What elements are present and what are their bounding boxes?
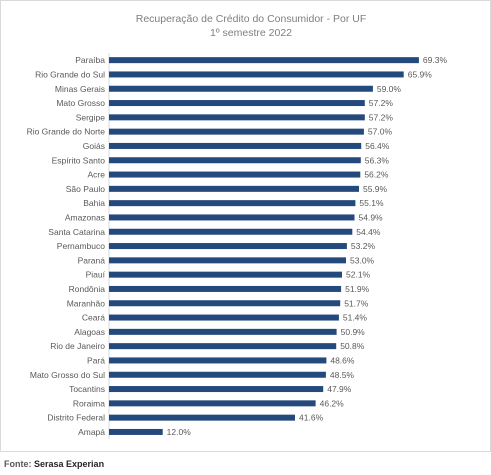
category-label: Amazonas xyxy=(65,212,105,222)
category-label: Piauí xyxy=(86,270,106,280)
data-label: 50.9% xyxy=(341,327,366,337)
bar xyxy=(109,271,342,278)
category-label: Alagoas xyxy=(74,327,105,337)
bar xyxy=(109,228,353,235)
data-label: 69.3% xyxy=(423,55,448,65)
category-label: Rio Grande do Sul xyxy=(35,69,105,79)
category-label: Distrito Federal xyxy=(47,413,105,423)
data-label: 52.1% xyxy=(346,270,371,280)
data-label: 41.6% xyxy=(299,413,324,423)
bar xyxy=(109,85,373,92)
source-name: Serasa Experian xyxy=(34,459,105,469)
category-label: Bahia xyxy=(83,198,105,208)
category-label: Ceará xyxy=(82,313,105,323)
data-label: 56.3% xyxy=(365,155,390,165)
data-label: 57.2% xyxy=(369,98,394,108)
bar xyxy=(109,185,359,192)
bar xyxy=(109,300,341,307)
bars-layer: Paraíba 69.3% Rio Grande do Sul 65.9% Minas … xyxy=(27,55,448,437)
bar xyxy=(109,314,339,321)
bar xyxy=(109,100,365,107)
data-label: 48.6% xyxy=(330,355,355,365)
bar xyxy=(109,171,361,178)
bar xyxy=(109,386,324,393)
data-label: 47.9% xyxy=(327,384,352,394)
data-label: 53.2% xyxy=(351,241,376,251)
bar xyxy=(109,157,361,164)
category-label: Paraíba xyxy=(75,55,105,65)
data-label: 53.0% xyxy=(350,255,375,265)
category-label: Goiás xyxy=(83,141,105,151)
chart-subtitle: 1º semestre 2022 xyxy=(210,27,292,39)
data-label: 57.2% xyxy=(369,112,394,122)
bar xyxy=(109,71,404,78)
category-label: Rio de Janeiro xyxy=(50,341,105,351)
data-label: 54.4% xyxy=(356,227,381,237)
bar xyxy=(109,400,316,407)
category-label: Rondônia xyxy=(69,284,106,294)
source-label: Fonte: xyxy=(4,459,32,469)
bar xyxy=(109,357,327,364)
data-label: 59.0% xyxy=(377,84,402,94)
bar xyxy=(109,371,326,378)
chart-title: Recuperação de Crédito do Consumidor - P… xyxy=(136,13,367,25)
data-label: 54.9% xyxy=(359,212,384,222)
category-label: Santa Catarina xyxy=(48,227,105,237)
bar xyxy=(109,214,355,221)
chart-frame: Recuperação de Crédito do Consumidor - P… xyxy=(0,0,491,452)
category-label: Paraná xyxy=(78,255,106,265)
category-label: Maranhão xyxy=(67,298,106,308)
data-label: 65.9% xyxy=(408,69,433,79)
category-label: Sergipe xyxy=(76,112,106,122)
bar xyxy=(109,328,337,335)
category-label: Minas Gerais xyxy=(55,84,105,94)
bar xyxy=(109,285,342,292)
bar xyxy=(109,142,362,149)
bar xyxy=(109,243,347,250)
data-label: 56.2% xyxy=(364,170,389,180)
data-label: 51.9% xyxy=(345,284,370,294)
data-label: 48.5% xyxy=(330,370,355,380)
category-label: Mato Grosso do Sul xyxy=(30,370,105,380)
category-label: Mato Grosso xyxy=(56,98,105,108)
category-label: Pernambuco xyxy=(57,241,105,251)
category-label: Amapá xyxy=(78,427,105,437)
category-label: Espírito Santo xyxy=(52,155,106,165)
data-label: 57.0% xyxy=(368,127,393,137)
category-label: São Paulo xyxy=(66,184,105,194)
bar xyxy=(109,57,419,64)
category-label: Tocantins xyxy=(69,384,105,394)
data-label: 50.8% xyxy=(340,341,365,351)
source-note: Fonte: Serasa Experian xyxy=(4,459,104,469)
bar xyxy=(109,114,365,121)
category-label: Roraima xyxy=(73,398,105,408)
bar xyxy=(109,257,346,264)
data-label: 46.2% xyxy=(320,398,345,408)
data-label: 55.1% xyxy=(359,198,384,208)
category-label: Rio Grande do Norte xyxy=(27,127,106,137)
bar-chart: Recuperação de Crédito do Consumidor - P… xyxy=(27,13,448,440)
category-label: Acre xyxy=(88,170,106,180)
data-label: 56.4% xyxy=(365,141,390,151)
data-label: 51.4% xyxy=(343,313,368,323)
bar xyxy=(109,128,364,135)
data-label: 55.9% xyxy=(363,184,388,194)
bar xyxy=(109,343,337,350)
bar xyxy=(109,200,356,207)
category-label: Pará xyxy=(87,355,105,365)
bar xyxy=(109,414,295,421)
bar xyxy=(109,428,163,435)
data-label: 12.0% xyxy=(167,427,192,437)
data-label: 51.7% xyxy=(344,298,369,308)
